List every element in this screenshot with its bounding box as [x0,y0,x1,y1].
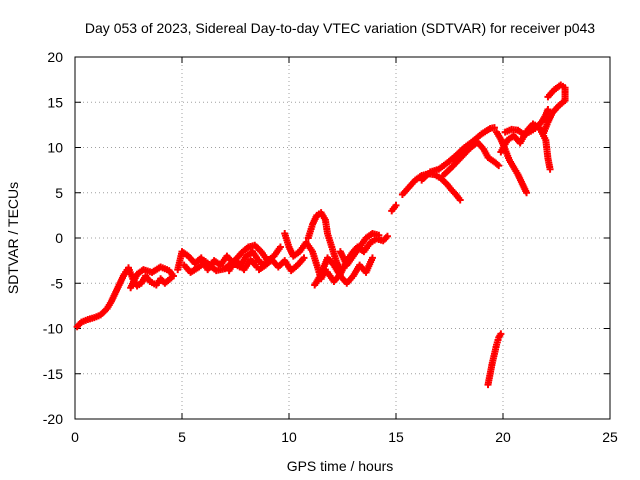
tick-labels: 0 5 10 15 20 25 -20 -15 -10 -5 0 5 10 15 20 [43,49,618,445]
y-tick-label: 10 [47,140,63,156]
y-tick-label: 0 [55,230,63,246]
axes [74,56,611,420]
y-tick-label: 5 [55,185,63,201]
chart-title: Day 053 of 2023, Sidereal Day-to-day VTE… [85,20,595,36]
data-point [490,124,498,132]
x-axis-label: GPS time / hours [287,458,394,474]
data-point [392,201,400,209]
x-tick-label: 25 [602,429,618,445]
data-point [368,254,376,262]
y-tick-label: -10 [43,321,63,337]
data-point [544,105,552,113]
data-point [523,189,531,197]
x-tick-label: 15 [388,429,404,445]
data-point [300,254,308,262]
data-point [497,330,505,338]
y-tick-label: -20 [43,411,63,427]
x-tick-label: 20 [495,429,511,445]
data-point [456,196,464,204]
x-tick-label: 10 [281,429,297,445]
data-points [73,81,569,389]
data-point [375,231,383,239]
data-point [495,162,503,170]
data-point [383,232,391,240]
data-point [169,272,177,280]
x-tick-label: 0 [71,429,79,445]
y-axis-label: SDTVAR / TECUs [5,182,21,294]
y-tick-label: -15 [43,366,63,382]
data-point [540,129,548,137]
y-tick-label: 15 [47,94,63,110]
data-point [276,243,284,251]
grid [75,57,610,419]
data-point [546,165,554,173]
y-tick-label: 20 [47,49,63,65]
x-tick-label: 5 [178,429,186,445]
y-tick-label: -5 [51,275,64,291]
